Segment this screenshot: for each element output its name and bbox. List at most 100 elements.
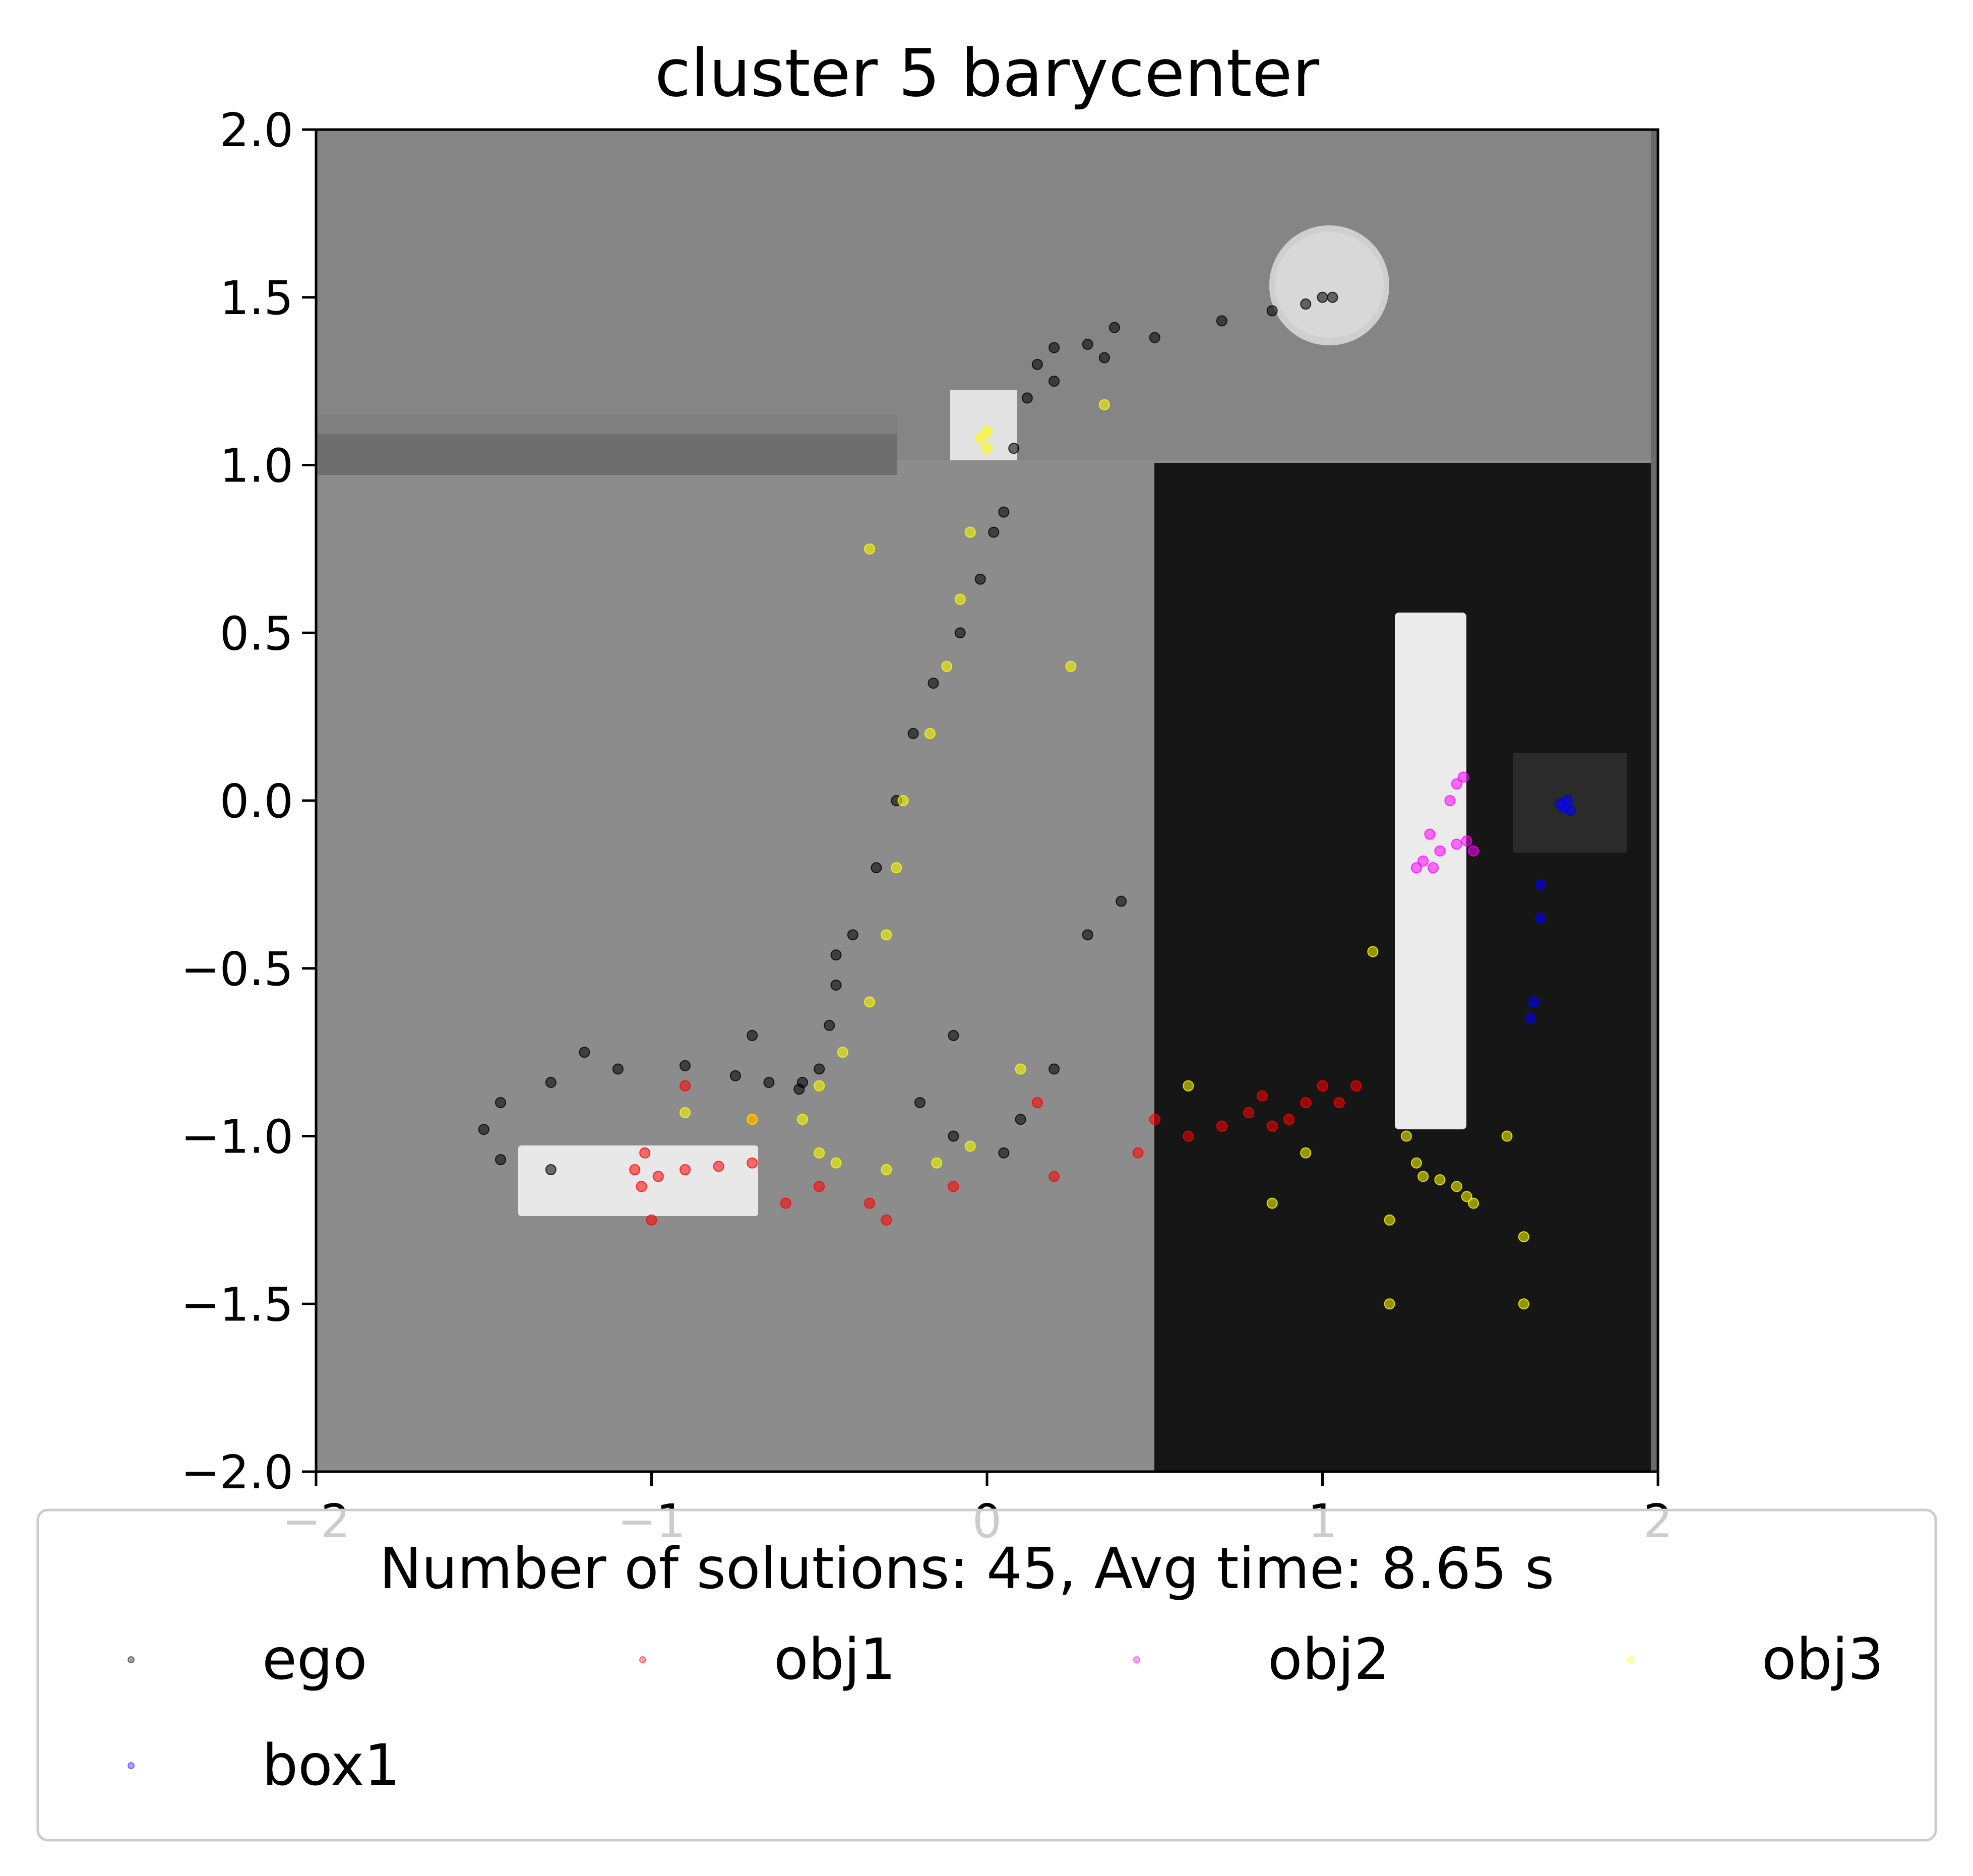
- data-point-ego: [948, 1130, 959, 1142]
- data-point-ego: [814, 1063, 825, 1075]
- data-point-ego: [928, 678, 939, 689]
- y-tick-label: 1.0: [220, 439, 293, 493]
- data-point-obj3: [964, 1140, 976, 1152]
- data-point-ego: [1008, 443, 1020, 454]
- data-point-obj3: [981, 426, 993, 437]
- data-point-obj3: [1266, 1197, 1278, 1209]
- data-point-obj3: [1461, 1191, 1472, 1202]
- data-point-ego: [545, 1077, 557, 1088]
- data-point-obj1: [629, 1164, 641, 1176]
- data-point-ego: [914, 1097, 926, 1108]
- data-point-ego: [847, 929, 858, 941]
- data-point-obj1: [646, 1214, 657, 1226]
- data-point-box1: [1525, 1013, 1536, 1024]
- y-tick-label: −0.5: [181, 942, 293, 996]
- data-point-ego: [1266, 305, 1278, 317]
- legend-label-obj2: obj2: [1268, 1627, 1390, 1692]
- legend-label-box1: box1: [262, 1733, 400, 1798]
- legend-label-obj3: obj3: [1762, 1627, 1884, 1692]
- y-tick-label: −1.5: [181, 1278, 293, 1332]
- data-point-box1: [1555, 798, 1567, 810]
- data-point-obj3: [1015, 1063, 1026, 1075]
- data-point-ego: [954, 627, 966, 639]
- data-point-box1: [1528, 996, 1539, 1008]
- data-point-ego: [729, 1070, 741, 1081]
- data-point-obj1: [948, 1181, 959, 1192]
- data-point-ego: [988, 526, 1000, 538]
- data-point-obj1: [1183, 1130, 1194, 1142]
- data-point-obj2: [1417, 855, 1429, 867]
- data-point-obj3: [747, 1114, 758, 1125]
- data-point-obj3: [924, 728, 936, 739]
- legend-marker-box1: [128, 1762, 135, 1769]
- legend-frame: [36, 1508, 1937, 1842]
- data-point-obj3: [1367, 946, 1379, 957]
- y-tick-label: −2.0: [181, 1445, 293, 1499]
- data-point-obj3: [864, 543, 876, 555]
- data-point-obj1: [680, 1080, 691, 1092]
- data-point-obj3: [1467, 1197, 1479, 1209]
- data-point-ego: [948, 1030, 959, 1041]
- data-point-ego: [763, 1077, 775, 1088]
- data-point-ego: [1015, 1114, 1026, 1125]
- data-point-obj3: [837, 1047, 848, 1058]
- data-point-ego: [495, 1097, 507, 1108]
- data-point-ego: [1049, 342, 1060, 353]
- data-point-ego: [1021, 392, 1033, 404]
- data-point-ego: [1216, 315, 1227, 327]
- data-point-obj3: [1410, 1157, 1422, 1169]
- data-point-obj3: [881, 1164, 892, 1176]
- data-point-ego: [998, 1147, 1010, 1159]
- data-point-obj3: [1183, 1080, 1194, 1092]
- legend-marker-obj2: [1133, 1656, 1140, 1663]
- data-point-ego: [824, 1019, 835, 1031]
- data-point-obj3: [964, 526, 976, 538]
- data-point-obj3: [680, 1107, 691, 1118]
- y-tick-label: 0.5: [220, 607, 293, 660]
- legend-marker-ego: [128, 1656, 135, 1663]
- data-point-obj1: [1031, 1097, 1043, 1108]
- data-point-obj3: [1518, 1231, 1529, 1243]
- data-point-obj3: [1451, 1181, 1462, 1192]
- data-point-obj1: [1256, 1090, 1268, 1102]
- y-tick-label: 2.0: [220, 103, 293, 157]
- data-point-obj3: [974, 433, 986, 444]
- data-point-obj1: [1266, 1120, 1278, 1132]
- y-tick-label: 1.5: [220, 271, 293, 325]
- data-point-obj1: [1317, 1080, 1328, 1092]
- low-box: [518, 1145, 758, 1216]
- data-point-obj3: [1417, 1171, 1429, 1182]
- data-point-obj3: [954, 593, 966, 605]
- data-point-obj2: [1461, 835, 1472, 846]
- data-point-obj1: [652, 1171, 664, 1182]
- data-point-ego: [1108, 322, 1120, 333]
- data-point-obj1: [814, 1181, 825, 1192]
- legend-label-ego: ego: [262, 1627, 367, 1692]
- data-point-obj2: [1434, 845, 1446, 857]
- data-point-obj3: [1518, 1298, 1529, 1310]
- data-point-obj3: [814, 1147, 825, 1159]
- data-point-obj2: [1410, 862, 1422, 874]
- data-point-ego: [495, 1154, 507, 1166]
- legend: Number of solutions: 45, Avg time: 8.65 …: [36, 1508, 1937, 1842]
- data-point-obj3: [1098, 399, 1110, 410]
- data-point-ego: [1082, 338, 1093, 350]
- data-point-obj2: [1428, 862, 1439, 874]
- data-point-obj1: [713, 1161, 724, 1172]
- data-point-obj2: [1458, 771, 1469, 783]
- data-point-box1: [1535, 912, 1547, 924]
- data-point-ego: [545, 1164, 557, 1176]
- data-point-obj1: [1049, 1171, 1060, 1182]
- data-point-ego: [1031, 358, 1043, 370]
- legend-label-obj1: obj1: [774, 1627, 896, 1692]
- data-point-obj1: [864, 1197, 876, 1209]
- legend-marker-obj3: [1627, 1656, 1634, 1663]
- data-point-obj1: [747, 1157, 758, 1169]
- data-point-obj1: [1132, 1147, 1144, 1159]
- data-point-obj3: [814, 1080, 825, 1092]
- data-point-ego: [796, 1077, 808, 1088]
- data-point-obj1: [780, 1197, 791, 1209]
- data-point-ego: [830, 980, 842, 991]
- data-point-obj3: [897, 795, 909, 806]
- y-axis: 2.0 1.5 1.0 0.5 0.0 −0.5 −1.0 −1.5 −2.0: [181, 103, 316, 1499]
